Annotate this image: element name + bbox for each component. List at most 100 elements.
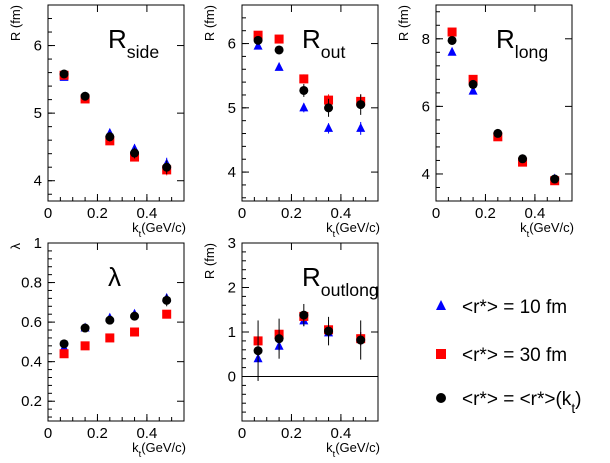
series-square <box>253 311 366 346</box>
data-point <box>80 91 90 101</box>
plot-frame <box>47 242 185 422</box>
data-point <box>447 35 457 45</box>
data-point <box>299 102 309 112</box>
data-point <box>130 311 140 321</box>
x-tick-label: 0.4 <box>136 425 157 442</box>
data-point <box>493 128 503 138</box>
data-point <box>105 132 115 142</box>
x-axis-label: kt(GeV/c) <box>520 220 574 239</box>
data-point <box>324 122 334 132</box>
x-tick-label: 0.2 <box>87 205 108 222</box>
data-point <box>518 154 528 164</box>
x-tick-label: 0.2 <box>87 425 108 442</box>
x-axis-label: kt(GeV/c) <box>326 220 380 239</box>
y-tick-label: 0 <box>228 369 236 386</box>
chart-panel-3: 0 0.2 0.4 4 6 8 kt(GeV/c) R (fm) Rlong <box>396 4 574 239</box>
y-tick-label: 5 <box>34 105 42 122</box>
series-circle <box>59 294 172 349</box>
data-point <box>468 85 478 95</box>
data-point <box>299 85 309 95</box>
y-tick-label: 1 <box>228 324 236 341</box>
y-tick-label: 0.6 <box>21 314 42 331</box>
series-triangle <box>253 40 366 135</box>
data-point <box>356 100 366 110</box>
series-square <box>59 70 172 176</box>
data-point <box>356 122 366 132</box>
series-triangle <box>253 315 366 363</box>
data-point <box>274 61 284 71</box>
data-point <box>130 148 140 158</box>
x-axis-label: kt(GeV/c) <box>132 440 186 459</box>
y-tick-label: 4 <box>228 164 236 181</box>
data-point <box>253 30 263 40</box>
data-point <box>59 349 69 359</box>
panel-title: Rlong <box>496 24 548 62</box>
y-axis-label: R (fm) <box>396 5 411 41</box>
y-tick-label: 4 <box>422 166 430 183</box>
data-point <box>324 103 334 113</box>
y-tick-label: 6 <box>34 38 42 55</box>
legend-marker <box>436 300 446 310</box>
series-triangle <box>59 292 172 352</box>
legend: <r*> = 10 fm <r*> = 30 fm <r*> = <r*>(kt) <box>436 297 581 416</box>
x-tick-label: 0.2 <box>475 205 496 222</box>
legend-label: <r*> = 30 fm <box>462 345 567 366</box>
data-point <box>324 326 334 336</box>
x-axis-label: kt(GeV/c) <box>326 440 380 459</box>
x-tick-label: 0 <box>44 205 52 222</box>
series-square <box>59 309 172 359</box>
y-tick-label: 3 <box>228 235 236 252</box>
data-point <box>105 315 115 325</box>
data-point <box>299 310 309 320</box>
y-tick-label: 0.8 <box>21 275 42 292</box>
y-tick-label: 0.2 <box>21 393 42 410</box>
y-tick-label: 6 <box>422 98 430 115</box>
y-tick-label: 8 <box>422 31 430 48</box>
y-axis-label: λ <box>8 243 23 250</box>
y-tick-label: 0.4 <box>21 354 42 371</box>
series-circle <box>59 69 172 174</box>
data-point <box>59 339 69 349</box>
y-tick-label: 2 <box>228 280 236 297</box>
plot-frame <box>241 4 379 202</box>
x-tick-label: 0.2 <box>281 205 302 222</box>
y-tick-label: 5 <box>228 100 236 117</box>
panel-title: Rside <box>108 24 159 62</box>
legend-label: <r*> = <r*>(kt) <box>462 389 581 416</box>
data-point <box>550 174 560 184</box>
legend-label: <r*> = 10 fm <box>462 297 567 318</box>
chart-panel-1: 0 0.2 0.4 4 5 6 kt(GeV/c) R (fm) Rside <box>8 4 186 239</box>
data-point <box>274 45 284 55</box>
x-tick-label: 0 <box>432 205 440 222</box>
data-point <box>299 74 309 84</box>
x-tick-label: 0.4 <box>136 205 157 222</box>
series-triangle <box>447 46 560 183</box>
x-tick-label: 0 <box>238 425 246 442</box>
x-tick-label: 0.4 <box>524 205 545 222</box>
data-point <box>274 334 284 344</box>
data-point <box>130 327 140 337</box>
y-axis-label: R (fm) <box>202 5 217 41</box>
data-point <box>59 69 69 79</box>
y-axis-label: R (fm) <box>202 243 217 279</box>
data-point <box>253 40 263 50</box>
series-circle <box>253 303 366 381</box>
x-tick-label: 0 <box>238 205 246 222</box>
y-tick-label: 1 <box>34 235 42 252</box>
y-tick-label: 4 <box>34 173 42 190</box>
data-point <box>162 162 172 172</box>
data-point <box>105 333 115 343</box>
data-point <box>253 346 263 356</box>
series-circle <box>447 35 560 184</box>
x-tick-label: 0 <box>44 425 52 442</box>
series-circle <box>253 35 366 117</box>
x-tick-label: 0.2 <box>281 425 302 442</box>
data-point <box>447 46 457 56</box>
data-point <box>253 35 263 45</box>
data-point <box>80 323 90 333</box>
legend-marker <box>436 349 446 359</box>
x-tick-label: 0.4 <box>330 205 351 222</box>
panel-title: Rout <box>302 24 345 62</box>
data-point <box>80 341 90 351</box>
y-tick-label: 6 <box>228 36 236 53</box>
